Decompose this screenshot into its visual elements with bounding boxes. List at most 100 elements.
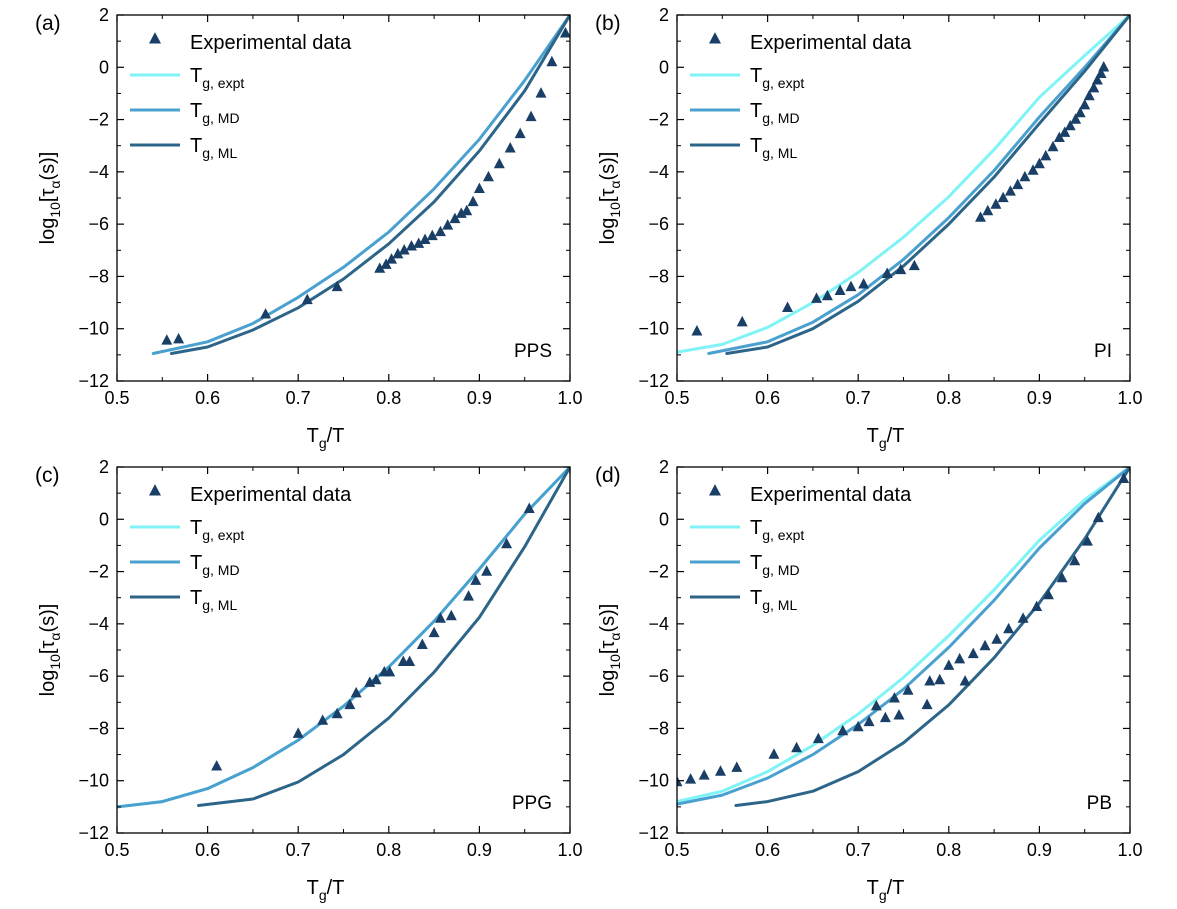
data-point <box>455 207 467 218</box>
data-point <box>975 211 987 222</box>
curve-md <box>677 467 1130 806</box>
data-point <box>419 233 431 245</box>
plot-frame <box>116 466 571 834</box>
legend-marker-text: Experimental data <box>190 32 352 54</box>
x-axis-title: Tg/T <box>867 877 905 903</box>
data-point <box>398 244 410 255</box>
curves <box>151 15 570 355</box>
data-point <box>991 633 1003 644</box>
legend-label-sub: g, expt <box>762 75 804 91</box>
y-tick-label: −4 <box>648 162 669 182</box>
data-point <box>434 612 446 623</box>
legend-label-sub: g, MD <box>202 562 239 578</box>
x-title-sub: g <box>319 887 327 903</box>
data-point <box>470 574 482 585</box>
data-point <box>260 308 272 319</box>
legend-label-md: Tg, MD <box>750 100 800 126</box>
data-point <box>350 686 362 698</box>
legend-label-sub: g, MD <box>762 562 799 578</box>
curve-ml <box>197 467 570 807</box>
y-title-tau-sub: α <box>607 633 623 641</box>
data-point <box>812 732 824 744</box>
y-tick-label: 0 <box>99 509 109 529</box>
panel-label: (d) <box>595 464 621 487</box>
sample-label: PPS <box>514 341 552 362</box>
data-point <box>386 253 398 264</box>
panel-label: (a) <box>35 12 61 35</box>
data-points <box>677 472 1130 787</box>
legend-label-sub: g, ML <box>762 597 797 613</box>
y-title-log: log <box>37 670 59 697</box>
curve-expt <box>677 15 1130 354</box>
y-axis-title: log10[τα(s)] <box>597 604 623 697</box>
panel-pi: 0.5 0.6 0.7 0.8 0.9 1.0 −12 −10 −8 −6 −4 −2 0 2 (b) PI T… <box>595 5 1143 451</box>
data-point <box>691 325 703 336</box>
legend-label-ml: Tg, ML <box>190 587 237 613</box>
data-point <box>879 711 891 723</box>
y-title-log-sub: 10 <box>607 654 623 670</box>
data-point <box>858 278 870 289</box>
data-point <box>559 27 570 38</box>
data-point <box>990 198 1002 209</box>
y-tick-label: −2 <box>648 110 669 130</box>
y-tick-label: 0 <box>659 57 669 77</box>
y-tick-label: −10 <box>638 771 669 791</box>
legend-label-expt: Tg, expt <box>190 65 244 91</box>
data-point <box>1092 511 1104 523</box>
data-point <box>845 280 857 292</box>
legend-label-base: T <box>190 65 202 87</box>
y-tick-label: −12 <box>638 823 669 843</box>
x-tick-label: 0.7 <box>286 388 311 408</box>
sample-label: PB <box>1087 793 1112 814</box>
x-tick-label: 0.6 <box>195 388 220 408</box>
legend-label-base: T <box>190 587 202 609</box>
data-point <box>344 698 356 710</box>
data-point <box>1004 185 1016 196</box>
data-point <box>292 727 304 738</box>
legend-label-expt: Tg, expt <box>750 65 804 91</box>
curve-ml <box>734 467 1130 807</box>
legend-marker-icon <box>149 32 161 44</box>
x-tick-label: 1.0 <box>1117 388 1142 408</box>
y-tick-label: −2 <box>648 562 669 582</box>
x-axis-title: Tg/T <box>307 877 345 903</box>
data-point <box>967 647 979 659</box>
data-point <box>467 195 479 207</box>
curves <box>117 467 570 809</box>
data-point <box>504 142 516 153</box>
data-point <box>1118 472 1130 483</box>
legend-marker-text: Experimental data <box>750 32 912 54</box>
y-title-tail: (s)] <box>597 604 619 633</box>
data-point <box>714 765 726 776</box>
data-point <box>731 761 743 772</box>
data-point <box>782 301 794 312</box>
legend-label-sub: g, expt <box>762 527 804 543</box>
x-tick-label: 0.7 <box>846 388 871 408</box>
data-point <box>481 565 493 576</box>
y-tick-label: −6 <box>648 666 669 686</box>
legend-label-base: T <box>750 65 762 87</box>
data-point <box>863 715 875 727</box>
x-title-base: T <box>307 877 319 899</box>
data-point <box>1053 131 1065 143</box>
data-point <box>997 191 1009 203</box>
y-tick-label: −10 <box>78 771 109 791</box>
data-point <box>482 170 494 182</box>
y-tick-label: −6 <box>88 666 109 686</box>
data-point <box>895 263 907 275</box>
data-point <box>301 293 313 305</box>
data-point <box>1083 89 1095 101</box>
legend-marker-label: Experimental data <box>750 484 912 506</box>
data-point <box>852 720 864 732</box>
y-title-tail: (s)] <box>37 604 59 633</box>
x-tick-label: 1.0 <box>557 388 582 408</box>
data-point <box>768 748 780 759</box>
y-title-tau: [τ <box>597 641 619 655</box>
legend-label-sub: g, ML <box>202 145 237 161</box>
y-axis-title: log10[τα(s)] <box>37 152 63 245</box>
panel-pps: 0.5 0.6 0.7 0.8 0.9 1.0 −12 −10 −8 −6 −4 −2 0 2 (a) PPS… <box>35 5 583 451</box>
legend-label-base: T <box>190 100 202 122</box>
data-point <box>364 676 376 687</box>
